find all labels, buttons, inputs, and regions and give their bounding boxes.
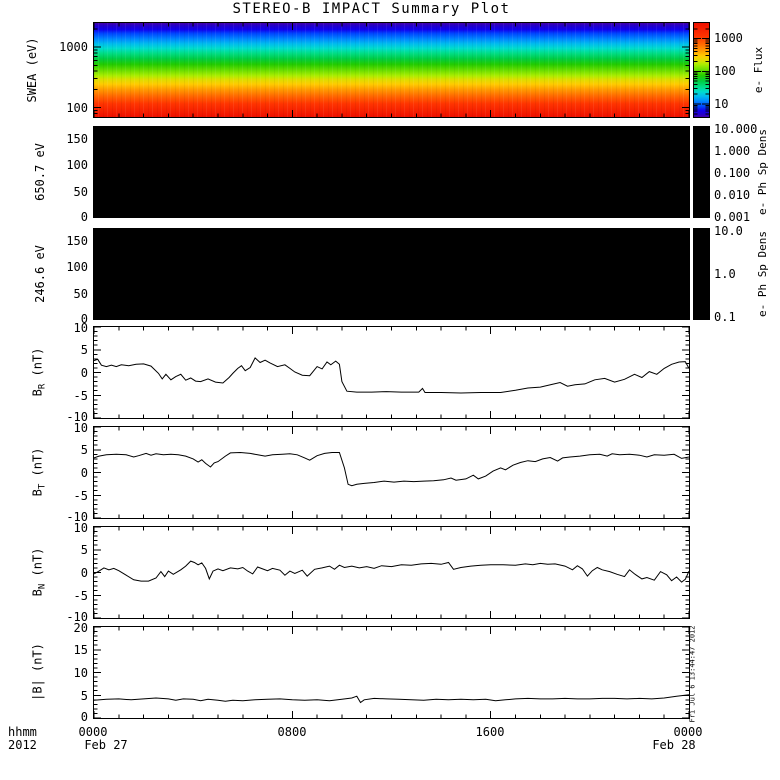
pad650-ytick-50: 50 xyxy=(73,185,88,199)
bt-ytick-m10: -10 xyxy=(66,510,88,524)
cb3-label: e- Ph Sp Dens xyxy=(756,230,769,318)
cb3-tick-1: 1.0 xyxy=(714,267,736,281)
xtick-1600: 1600 xyxy=(475,725,505,739)
pad246-ytick-0: 0 xyxy=(80,312,88,326)
creation-timestamp: Fri Jul 6 13:44:47 2012 xyxy=(688,625,697,723)
br-ytick-5: 5 xyxy=(80,343,88,357)
btot-ytick-20: 20 xyxy=(73,621,88,635)
br-ytick-m10: -10 xyxy=(66,410,88,424)
xaxis-format-label: hhmm xyxy=(8,725,37,739)
cb2-tick-1: 1.000 xyxy=(714,144,751,158)
bn-ytick-10: 10 xyxy=(73,521,88,535)
swea-ytick-1000: 1000 xyxy=(59,40,88,54)
xtick-0000-end: 0000 xyxy=(673,725,703,739)
cb1-label: e- Flux xyxy=(752,46,765,94)
swea-spectrogram-panel xyxy=(93,22,690,118)
xtick-0800: 0800 xyxy=(277,725,307,739)
bn-ytick-5: 5 xyxy=(80,543,88,557)
cb1-tick-1000: 1000 xyxy=(714,31,743,45)
swea-heatmap xyxy=(94,23,689,117)
bn-ytick-0: 0 xyxy=(80,566,88,580)
xtick-0000-start: 0000 xyxy=(78,725,108,739)
bt-ytick-10: 10 xyxy=(73,421,88,435)
cb1-tick-100: 100 xyxy=(714,64,736,78)
bt-ytick-5: 5 xyxy=(80,443,88,457)
br-line-panel xyxy=(93,326,690,419)
xaxis-year-label: 2012 xyxy=(8,738,37,752)
bt-line-panel xyxy=(93,426,690,519)
cb2-tick-0p01: 0.010 xyxy=(714,188,751,202)
pad650-panel xyxy=(93,126,690,218)
xdate-feb28: Feb 28 xyxy=(652,738,696,752)
btot-ytick-5: 5 xyxy=(80,689,88,703)
xdate-feb27: Feb 27 xyxy=(84,738,128,752)
bn-ytick-m10: -10 xyxy=(66,610,88,624)
swea-ytick-100: 100 xyxy=(66,101,88,115)
bn-ytick-m5: -5 xyxy=(73,589,88,603)
cb2-label: e- Ph Sp Dens xyxy=(756,128,769,216)
bt-ytick-0: 0 xyxy=(80,466,88,480)
br-ytick-10: 10 xyxy=(73,321,88,335)
pad246-colorbar xyxy=(693,228,710,320)
cb2-tick-10: 10.000 xyxy=(714,122,758,136)
cb2-tick-0p1: 0.100 xyxy=(714,166,751,180)
flux-colorbar-gradient xyxy=(694,23,709,117)
btot-line-panel xyxy=(93,626,690,719)
flux-colorbar xyxy=(693,22,710,118)
page-title: STEREO-B IMPACT Summary Plot xyxy=(232,1,511,17)
pad246-ytick-100: 100 xyxy=(66,260,88,274)
swea-ylabel: SWEA (eV) xyxy=(25,37,39,103)
pad650-ytick-100: 100 xyxy=(66,158,88,172)
bn-line-panel xyxy=(93,526,690,619)
btot-ytick-15: 15 xyxy=(73,643,88,657)
cb1-tick-10: 10 xyxy=(714,97,729,111)
swea-time-striping xyxy=(94,23,689,117)
br-ytick-m5: -5 xyxy=(73,389,88,403)
btot-ytick-10: 10 xyxy=(73,666,88,680)
cb3-tick-0p1: 0.1 xyxy=(714,310,736,324)
pad246-panel xyxy=(93,228,690,320)
cb3-tick-10: 10.0 xyxy=(714,224,743,238)
cb2-tick-0p001: 0.001 xyxy=(714,210,751,224)
pad246-ytick-150: 150 xyxy=(66,234,88,248)
bt-ytick-m5: -5 xyxy=(73,489,88,503)
pad650-ytick-0: 0 xyxy=(80,210,88,224)
btot-ytick-0: 0 xyxy=(80,710,88,724)
pad650-colorbar xyxy=(693,126,710,218)
pad650-ytick-150: 150 xyxy=(66,132,88,146)
pad246-ytick-50: 50 xyxy=(73,287,88,301)
br-ytick-0: 0 xyxy=(80,366,88,380)
